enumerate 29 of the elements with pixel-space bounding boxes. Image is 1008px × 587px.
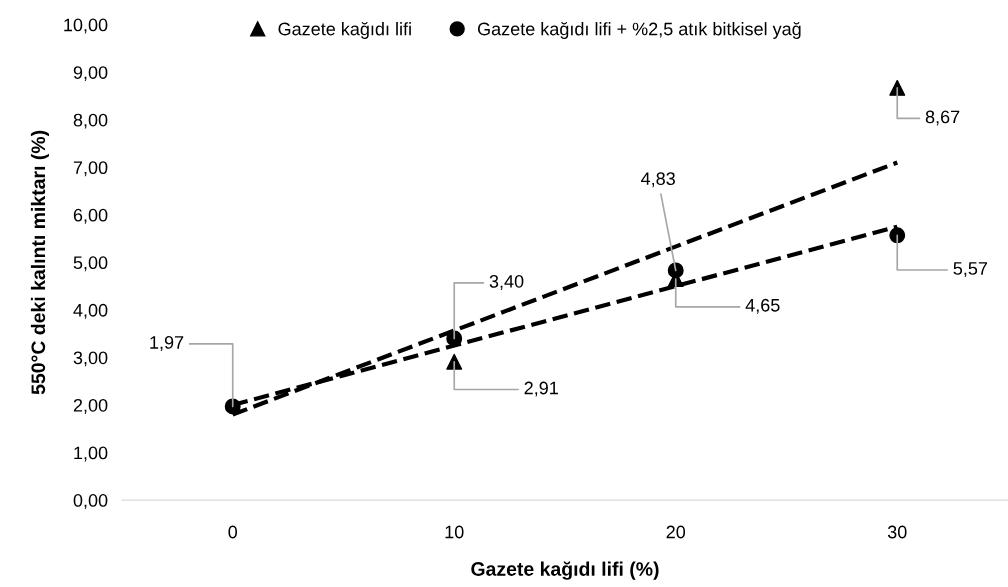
y-tick-label: 6,00 bbox=[73, 208, 108, 224]
legend-label: Gazete kağıdı lifi + %2,5 atık bitkisel yağ bbox=[477, 21, 801, 39]
data-label: 3,40 bbox=[489, 274, 524, 290]
y-tick-label: 9,00 bbox=[73, 66, 108, 82]
data-label: 8,67 bbox=[925, 110, 960, 126]
y-tick-label: 10,00 bbox=[64, 18, 108, 34]
y-tick-label: 5,00 bbox=[73, 256, 108, 272]
legend-label: Gazete kağıdı lifi bbox=[278, 21, 411, 39]
data-label: 2,91 bbox=[524, 381, 558, 397]
y-tick-label: 8,00 bbox=[73, 113, 108, 129]
y-tick-label: 0,00 bbox=[73, 494, 108, 509]
y-tick-label: 3,00 bbox=[73, 351, 108, 367]
y-tick-label: 2,00 bbox=[73, 398, 108, 414]
x-axis-title: Gazete kağıdı lifi (%) bbox=[471, 561, 659, 580]
y-tick-label: 1,00 bbox=[74, 446, 108, 462]
x-tick-label: 10 bbox=[445, 525, 464, 539]
y-tick-label: 7,00 bbox=[73, 161, 108, 177]
data-label: 4,83 bbox=[641, 172, 675, 188]
data-label: 1,97 bbox=[150, 336, 184, 351]
point bbox=[446, 330, 463, 347]
x-tick-label: 20 bbox=[666, 525, 686, 539]
data-label: 5,57 bbox=[953, 262, 988, 277]
point bbox=[889, 227, 906, 244]
x-tick-label: 30 bbox=[887, 525, 907, 539]
data-label: 4,65 bbox=[745, 298, 780, 314]
y-tick-label: 4,00 bbox=[73, 303, 108, 319]
y-axis-title: 550°C deki kalıntı miktarı (%) bbox=[30, 130, 50, 395]
point bbox=[667, 262, 684, 279]
x-tick-label: 0 bbox=[228, 525, 238, 539]
